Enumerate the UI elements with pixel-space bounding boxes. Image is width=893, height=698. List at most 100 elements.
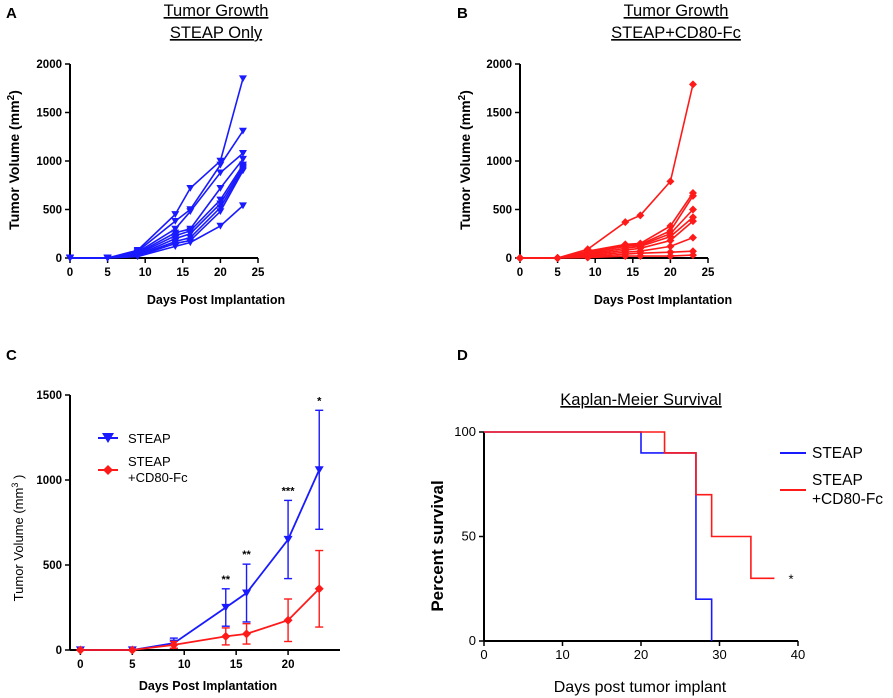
panel-c-y-axis-label: Tumor Volume (mm3 ) [10, 475, 26, 602]
data-point-mouse-8 [216, 208, 225, 216]
data-point-mouse-1 [171, 211, 180, 218]
y-tick-label: 1500 [36, 390, 62, 402]
data-point-mouse-1 [636, 211, 645, 220]
y-tick-label: 1000 [36, 475, 62, 487]
panel-a-letter: A [6, 5, 17, 22]
significance-marker: * [788, 571, 793, 586]
data-point-1 [75, 645, 85, 655]
data-point-mouse-5 [216, 196, 225, 204]
y-tick-label: 1000 [486, 156, 512, 168]
data-point-mouse-9 [216, 222, 225, 230]
data-point-mouse-7 [216, 204, 225, 212]
panel-b-x-axis-label: Days Post Implantation [594, 293, 732, 307]
x-tick-label: 0 [517, 267, 523, 279]
series-line-mouse-3 [520, 195, 694, 259]
data-point-mouse-6 [666, 236, 675, 245]
data-point-mouse-9 [516, 254, 524, 262]
data-point-mouse-1 [621, 218, 630, 227]
survival-curve-0 [484, 431, 713, 641]
data-point-mouse-9 [186, 239, 195, 247]
data-point-1 [242, 629, 252, 639]
data-point-0 [221, 603, 231, 612]
panel-b-letter: B [457, 5, 468, 22]
x-tick-label: 25 [702, 267, 715, 279]
data-point-mouse-4 [688, 205, 697, 214]
y-tick-label: 1500 [486, 108, 512, 120]
legend-steap-label: STEAP [128, 431, 171, 446]
panel-a-title-line-1: Tumor Growth [164, 2, 269, 20]
data-point-mouse-2 [216, 161, 225, 169]
data-point-mouse-9 [621, 252, 630, 261]
data-point-1 [314, 584, 324, 594]
panel-b: B Tumor Growth STEAP+CD80-Fc 05001000150… [457, 2, 741, 307]
y-tick-label: 100 [454, 424, 476, 439]
panel-d: D Kaplan-Meier Survival 0 50 100 0 10 20 30 40 *… [428, 347, 883, 696]
data-point-mouse-1 [216, 157, 225, 165]
y-tick-label: 0 [56, 253, 62, 265]
data-point-mouse-9 [583, 253, 592, 262]
x-tick-label: 20 [664, 267, 677, 279]
series-line-mouse-1 [70, 78, 244, 259]
panel-d-title: Kaplan-Meier Survival [560, 391, 721, 409]
data-point-mouse-1 [688, 80, 697, 89]
data-point-mouse-6 [186, 230, 195, 238]
x-tick-label: 10 [555, 647, 569, 662]
legend-cd80-label-line-2: +CD80-Fc [128, 470, 188, 485]
panel-c-legend: STEAP STEAP +CD80-Fc [98, 431, 188, 485]
significance-marker: *** [282, 485, 296, 497]
data-point-mouse-2 [171, 217, 180, 225]
panel-d-legend: STEAP STEAP +CD80-Fc [780, 445, 883, 508]
data-point-1 [169, 640, 179, 650]
panel-b-title-line-2: STEAP+CD80-Fc [611, 24, 741, 42]
legend-cd80-marker [103, 465, 113, 475]
x-tick-label: 5 [104, 267, 111, 279]
legend-steap-marker [102, 433, 114, 443]
y-tick-label: 1500 [36, 108, 62, 120]
panel-a: A Tumor Growth STEAP Only 0 500 1000 1500 20… [6, 2, 285, 307]
series-line-mouse-2 [70, 130, 244, 259]
data-point-1 [283, 615, 293, 625]
data-point-mouse-9 [171, 243, 180, 250]
data-point-mouse-3 [216, 169, 225, 177]
y-tick-label: 1000 [36, 156, 62, 168]
data-point-mouse-3 [186, 208, 195, 216]
x-tick-label: 0 [77, 659, 83, 671]
data-point-mouse-3 [238, 150, 247, 157]
data-point-mouse-9 [688, 251, 697, 260]
panel-b-plot: 0 500 1000 1500 2000 0 5 10 15 20 25 [486, 59, 715, 279]
significance-marker: ** [221, 574, 230, 586]
panel-d-plot: 0 50 100 0 10 20 30 40 * [454, 424, 805, 662]
data-point-mouse-4 [238, 155, 247, 163]
data-point-mouse-7 [666, 242, 675, 251]
y-tick-label: 0 [506, 253, 512, 265]
data-point-mouse-7 [688, 233, 697, 242]
significance-marker: * [317, 395, 322, 407]
x-tick-label: 0 [67, 267, 73, 279]
data-point-1 [221, 631, 231, 641]
series-line-1 [80, 588, 320, 651]
data-point-mouse-9 [238, 202, 247, 210]
legend-d-cd80-label-line-2: +CD80-Fc [812, 491, 883, 508]
y-tick-label: 0 [469, 633, 476, 648]
y-tick-label: 50 [462, 529, 476, 544]
y-tick-label: 2000 [36, 59, 62, 71]
data-point-mouse-1 [666, 177, 675, 186]
panel-d-y-axis-label: Percent survival [428, 480, 447, 611]
x-tick-label: 25 [252, 267, 265, 279]
data-point-mouse-3 [688, 191, 697, 200]
x-tick-label: 30 [712, 647, 726, 662]
legend-cd80-label-line-1: STEAP [128, 454, 171, 469]
panel-b-y-axis-label: Tumor Volume (mm2) [457, 90, 473, 230]
x-tick-label: 40 [791, 647, 805, 662]
legend-d-steap-label: STEAP [812, 445, 863, 462]
panel-a-y-axis-label: Tumor Volume (mm2) [6, 90, 22, 230]
x-tick-label: 15 [626, 267, 639, 279]
data-point-mouse-9 [66, 254, 74, 262]
data-point-mouse-8 [238, 167, 247, 175]
y-tick-label: 500 [493, 205, 512, 217]
panel-c-x-axis-label: Days Post Implantation [139, 679, 277, 693]
x-tick-label: 15 [230, 659, 243, 671]
x-tick-label: 15 [176, 267, 189, 279]
